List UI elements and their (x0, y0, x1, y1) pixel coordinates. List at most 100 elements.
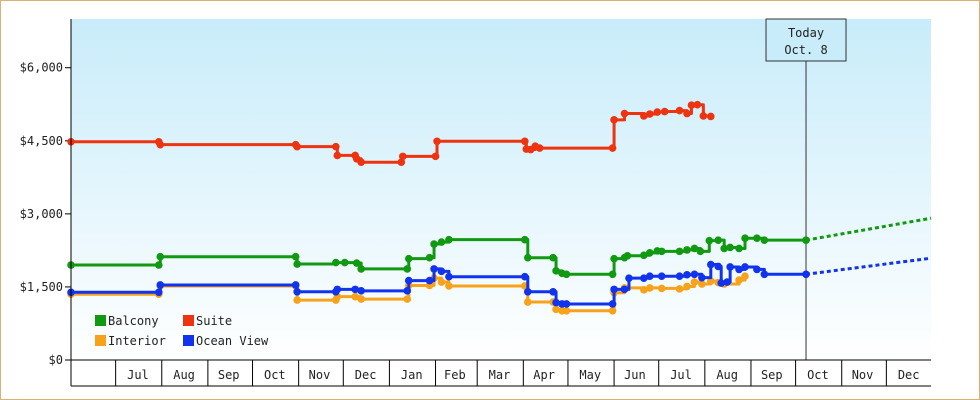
data-point (445, 282, 453, 290)
data-point (404, 276, 413, 285)
data-point (154, 261, 163, 269)
data-point (706, 112, 715, 121)
data-point (397, 158, 406, 167)
today-label-box (765, 18, 847, 62)
data-point (696, 247, 705, 256)
legend: Balcony Suite Interior Ocean View (95, 314, 269, 348)
data-point (657, 247, 666, 256)
x-tick-label: Dec (898, 368, 920, 382)
y-tick-label: $0 (49, 353, 63, 367)
data-point (357, 158, 365, 167)
data-point (351, 292, 359, 301)
series-ocean-view (67, 256, 932, 308)
data-point (357, 295, 365, 303)
data-point (714, 262, 723, 271)
data-point (293, 296, 301, 304)
data-point (620, 285, 629, 294)
x-tick-label: Jan (401, 368, 423, 382)
legend-swatch (183, 335, 194, 346)
y-tick-label: $1,500 (20, 280, 63, 294)
series-projection-line (805, 216, 932, 242)
x-tick-label: May (579, 368, 601, 382)
data-point (690, 278, 699, 286)
series-projection-line (805, 256, 932, 276)
data-point (154, 288, 163, 297)
data-point (332, 142, 340, 151)
y-tick-label: $4,500 (20, 134, 63, 148)
data-point (437, 278, 446, 286)
legend-label: Suite (196, 314, 232, 328)
data-point (675, 285, 684, 293)
data-point (430, 265, 438, 273)
data-point (625, 274, 633, 282)
data-point (706, 277, 715, 285)
data-point (445, 272, 453, 281)
data-point (156, 252, 165, 261)
data-point (562, 270, 571, 279)
data-point (521, 235, 529, 244)
data-point (521, 272, 529, 281)
x-tick-label: Jul (127, 368, 149, 382)
data-point (433, 137, 441, 146)
x-tick-label: Oct (807, 368, 829, 382)
data-point (620, 109, 629, 118)
data-point (690, 270, 699, 279)
data-point (623, 251, 632, 260)
data-point (430, 240, 438, 248)
data-point (404, 254, 413, 263)
data-point (735, 244, 743, 253)
plot-background (71, 19, 931, 360)
data-point (741, 234, 749, 243)
data-point (437, 267, 446, 276)
x-tick-label: Sep (761, 368, 783, 382)
data-point (403, 295, 412, 303)
x-tick-label: Jun (624, 368, 646, 382)
x-tick-label: Mar (489, 368, 511, 382)
data-point (717, 279, 726, 287)
data-point (726, 243, 734, 252)
legend-swatch (95, 335, 106, 346)
x-tick-label: Aug (173, 368, 195, 382)
data-point (552, 298, 560, 307)
data-point (802, 270, 810, 279)
data-point (608, 144, 617, 152)
data-point (753, 234, 761, 243)
data-point (357, 265, 365, 273)
data-point (645, 249, 654, 257)
data-point (437, 238, 446, 246)
data-point (640, 286, 648, 294)
data-point (445, 235, 453, 244)
y-tick-label: $6,000 (20, 61, 63, 75)
x-tick-label: Sep (218, 368, 240, 382)
data-point (293, 288, 301, 296)
data-point (683, 270, 691, 279)
data-point (723, 278, 731, 286)
x-tick-label: Oct (264, 368, 286, 382)
data-point (610, 254, 618, 263)
data-point (535, 144, 544, 152)
data-point (726, 263, 734, 271)
today-label-line1: Today (788, 26, 824, 40)
data-point (398, 152, 407, 161)
data-point (608, 300, 617, 308)
data-point (675, 106, 684, 115)
today-marker: Today Oct. 8 (765, 18, 847, 360)
data-point (552, 305, 560, 314)
data-point (675, 247, 684, 256)
data-point (687, 101, 696, 110)
data-point (699, 112, 708, 120)
data-point (340, 258, 349, 267)
data-point (741, 272, 749, 281)
data-point (760, 236, 769, 244)
data-point (425, 276, 434, 285)
data-point (735, 276, 743, 284)
series-group (67, 100, 932, 315)
data-point (698, 273, 706, 282)
data-point (645, 272, 654, 281)
data-point (293, 260, 301, 268)
data-point (657, 284, 666, 293)
data-point (690, 244, 699, 253)
today-label-line2: Oct. 8 (784, 43, 827, 57)
